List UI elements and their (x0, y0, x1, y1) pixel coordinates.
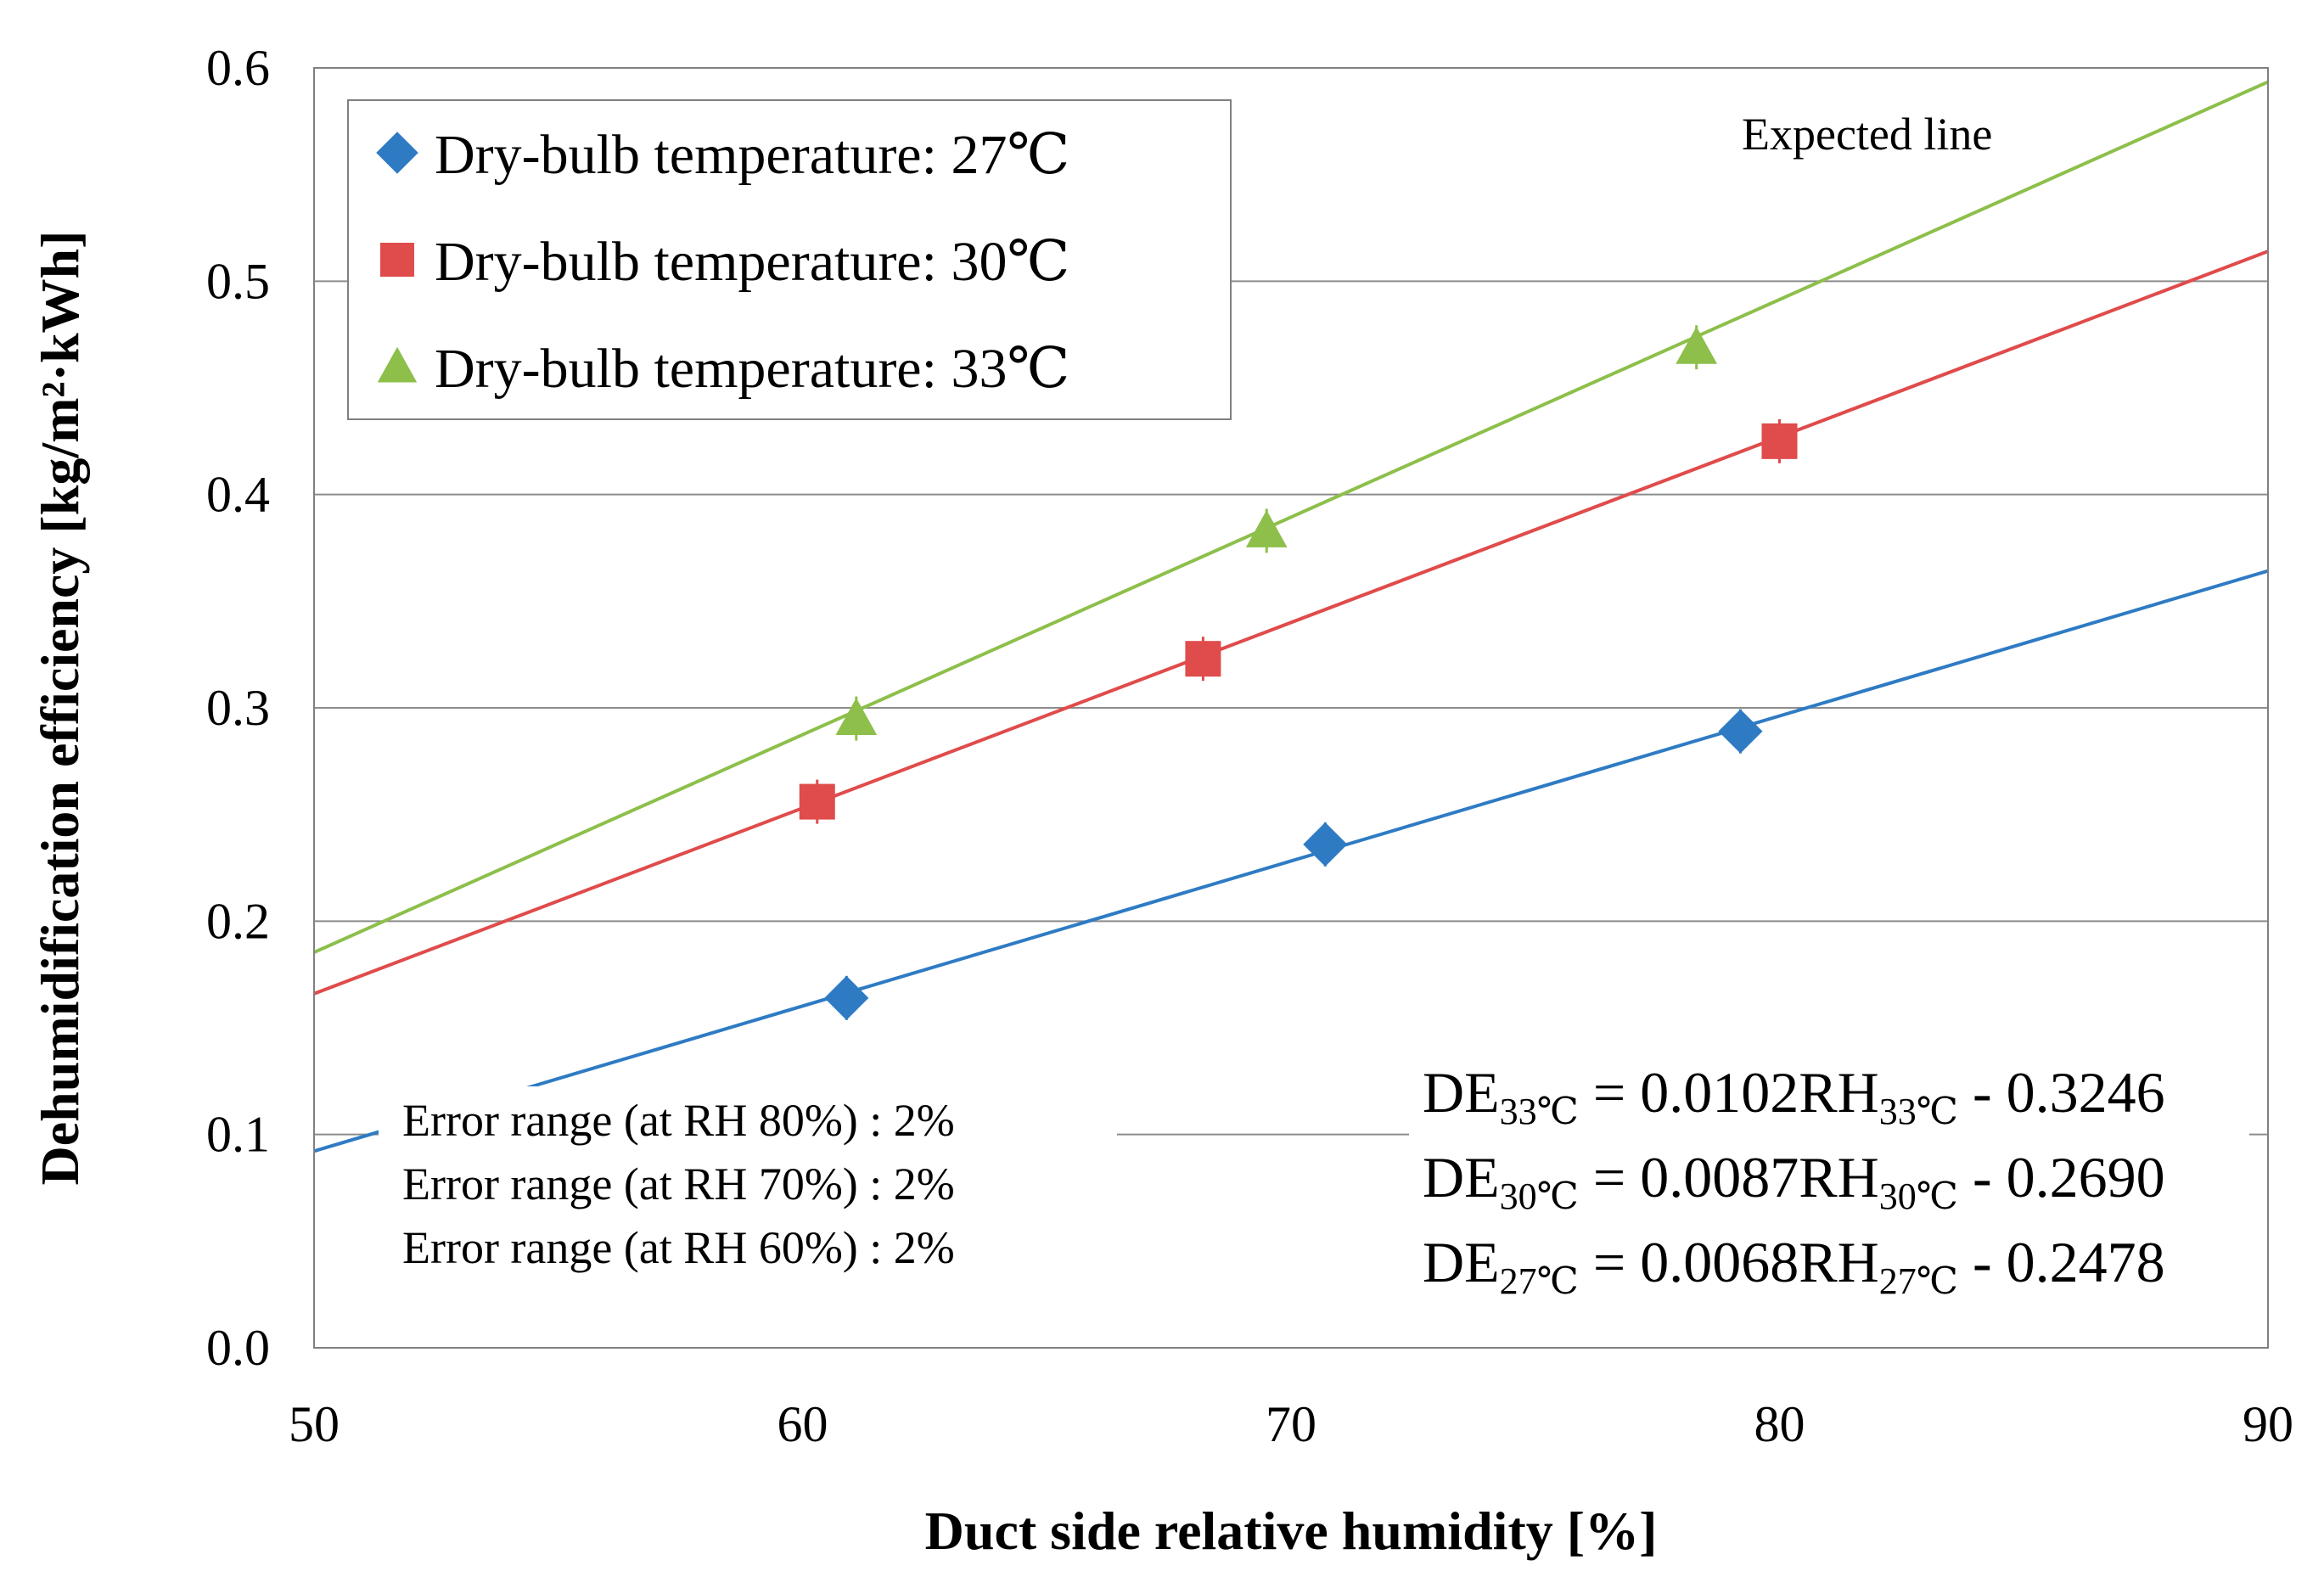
data-point (799, 783, 835, 820)
error-range-notes: Error range (at RH 80%) : 2% Error range … (379, 1086, 1117, 1285)
equations-background (1409, 1046, 2249, 1316)
y-axis-title: Dehumidification efficiency [kg/m²·kWh] (30, 231, 90, 1186)
legend-label: Dry-bulb temperature: 30℃ (435, 231, 1069, 293)
y-tick-label: 0.1 (206, 1107, 270, 1163)
regression-equation: DE30℃ = 0.0087RH30℃ - 0.2690 (1423, 1145, 2165, 1217)
data-point (1761, 423, 1798, 459)
data-markers (799, 325, 1798, 1020)
equation-subscript: 27℃ (1879, 1260, 1958, 1302)
data-point (1185, 641, 1221, 677)
equation-subscript: 30℃ (1879, 1176, 1958, 1217)
data-point (824, 975, 869, 1020)
y-tick-label: 0.2 (206, 893, 270, 949)
x-tick-label: 60 (777, 1396, 828, 1452)
error-range-note: Error range (at RH 70%) : 2% (402, 1159, 955, 1209)
equation-part: - 0.2690 (1958, 1145, 2165, 1209)
legend: Dry-bulb temperature: 27℃ Dry-bulb temper… (347, 99, 1232, 420)
equation-part: DE (1423, 1060, 1500, 1125)
data-point (1303, 822, 1348, 867)
equation-subscript: 30℃ (1500, 1176, 1579, 1217)
equation-part: DE (1423, 1230, 1500, 1294)
equation-part: - 0.2478 (1958, 1230, 2165, 1294)
x-tick-label: 50 (289, 1396, 340, 1452)
x-tick-label: 80 (1754, 1396, 1805, 1452)
legend-label: Dry-bulb temperature: 27℃ (435, 124, 1069, 186)
data-point (1718, 709, 1763, 754)
legend-box (347, 99, 1232, 420)
fit-line (313, 569, 2269, 1153)
equation-subscript: 27℃ (1500, 1260, 1579, 1302)
y-tick-label: 0.6 (206, 40, 270, 96)
tick-labels: 0.0 0.1 0.2 0.3 0.4 0.5 0.6 50 60 70 80 90 (206, 40, 2293, 1452)
x-tick-label: 90 (2243, 1396, 2293, 1452)
plot-frame (313, 67, 2269, 1349)
legend-marker (380, 243, 414, 277)
y-tick-label: 0.5 (206, 253, 270, 309)
equation-subscript: 33℃ (1879, 1091, 1958, 1132)
expected-line-label: Expected line (1742, 109, 1992, 160)
data-point (1245, 510, 1288, 547)
regression-equation: DE27℃ = 0.0068RH27℃ - 0.2478 (1423, 1230, 2165, 1302)
y-tick-label: 0.4 (206, 467, 270, 523)
legend-marker (376, 132, 418, 174)
y-tick-label: 0.0 (206, 1320, 270, 1376)
fit-lines (313, 80, 2269, 1153)
equation-part: - 0.3246 (1958, 1060, 2165, 1125)
data-point (1676, 326, 1718, 364)
equation-part: DE (1423, 1145, 1500, 1209)
x-axis-title: Duct side relative humidity [%] (925, 1501, 1658, 1561)
regression-equation: DE33℃ = 0.0102RH33℃ - 0.3246 (1423, 1060, 2165, 1132)
equation-part: = 0.0102RH (1579, 1060, 1879, 1125)
error-range-note: Error range (at RH 80%) : 2% (402, 1095, 955, 1146)
legend-label: Dry-bulb temperature: 33℃ (435, 338, 1069, 400)
fit-line (313, 250, 2269, 996)
legend-marker (377, 346, 418, 383)
y-tick-label: 0.3 (206, 680, 270, 736)
equation-part: = 0.0087RH (1579, 1145, 1879, 1209)
data-point (835, 698, 878, 736)
error-range-note: Error range (at RH 60%) : 2% (402, 1222, 955, 1273)
equation-subscript: 33℃ (1500, 1091, 1579, 1132)
error-notes-background (379, 1086, 1117, 1285)
equation-part: = 0.0068RH (1579, 1230, 1879, 1294)
x-tick-label: 70 (1266, 1396, 1316, 1452)
fit-line (313, 80, 2269, 954)
